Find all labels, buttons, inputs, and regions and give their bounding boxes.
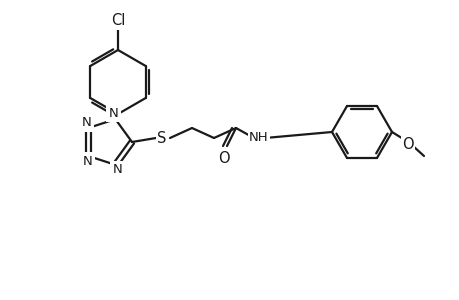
Text: O: O: [401, 136, 413, 152]
Text: Cl: Cl: [111, 13, 125, 28]
Text: O: O: [218, 151, 230, 166]
Text: N: N: [83, 154, 92, 168]
Text: NH: NH: [249, 130, 268, 143]
Text: N: N: [82, 116, 91, 129]
Text: N: N: [112, 163, 122, 176]
Text: S: S: [157, 130, 166, 146]
Text: N: N: [108, 107, 118, 120]
